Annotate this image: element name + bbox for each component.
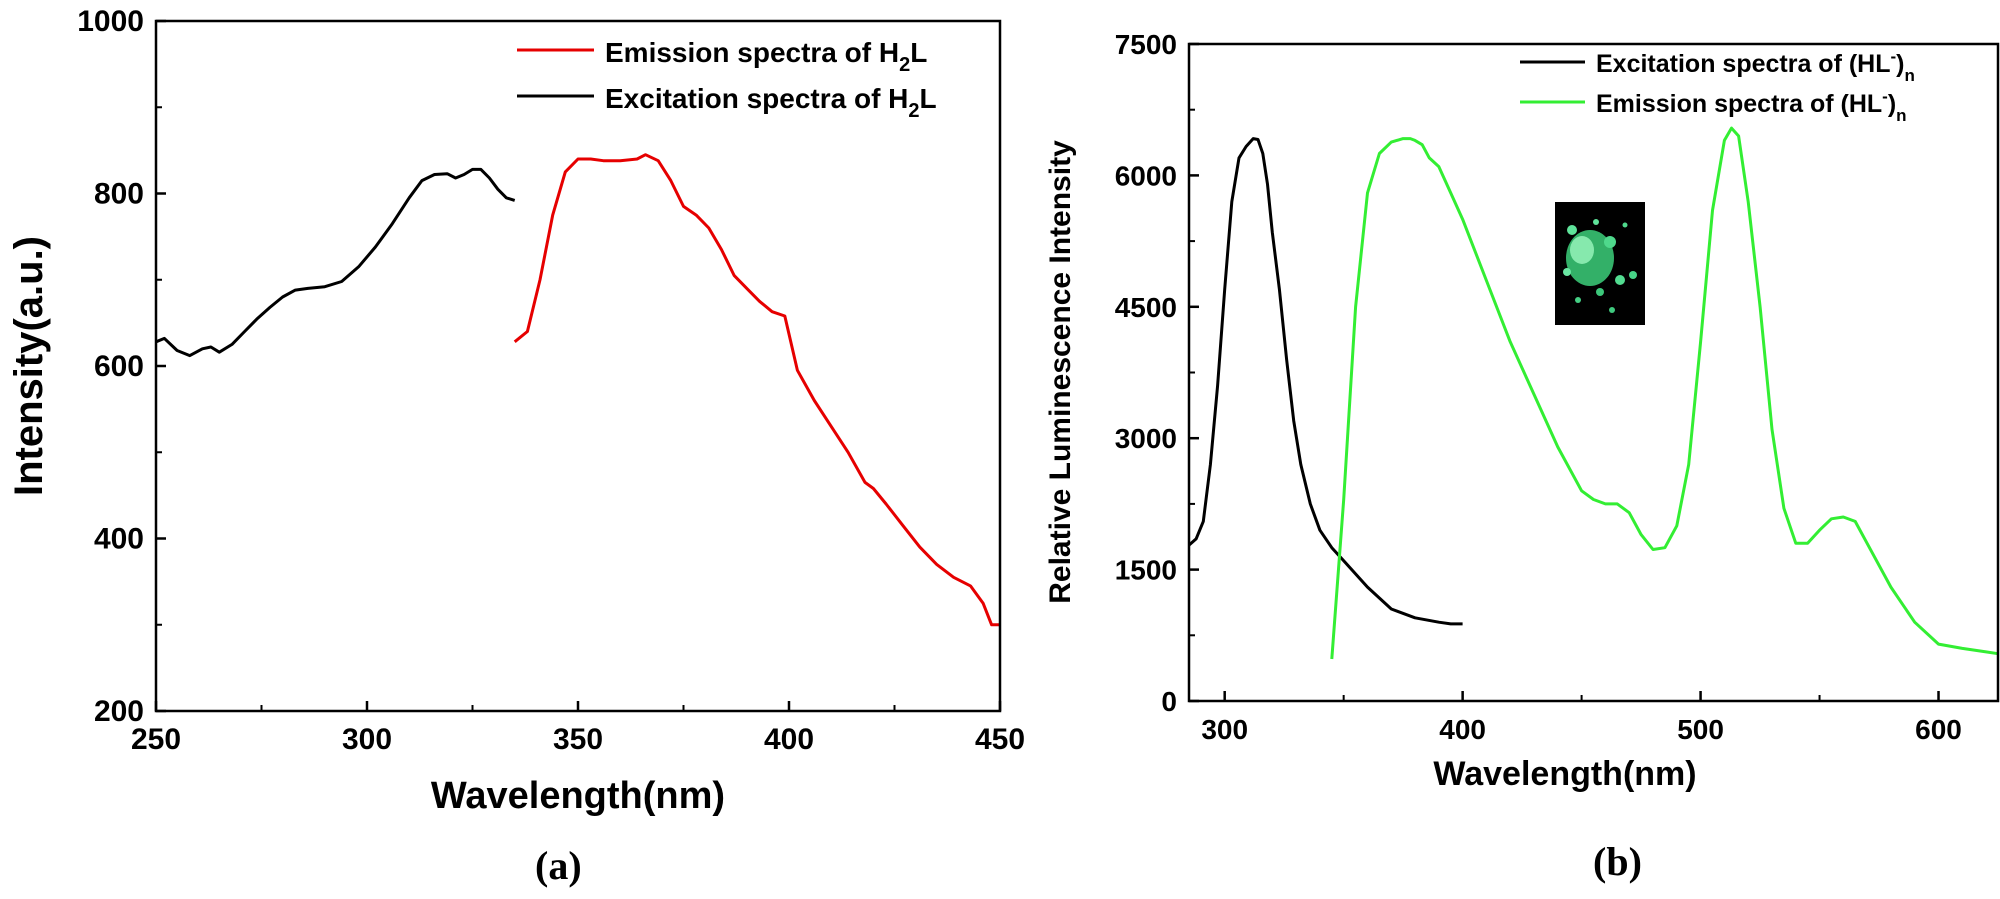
- chart-b-ytick-label: 3000: [1115, 423, 1177, 454]
- chart-a-ytick-label: 800: [94, 178, 144, 211]
- chart-b-legend: Excitation spectra of (HL-)n Emission sp…: [1520, 47, 1915, 125]
- panel-b-caption: (b): [1593, 839, 1642, 884]
- chart-a-ylabel: Intensity(a.u.): [7, 236, 51, 496]
- chart-a-ticks: 250 300 350 400 450 200 400 600 800 1000: [77, 5, 1025, 756]
- chart-a-series-line-1: [155, 167, 516, 358]
- chart-a-xtick-label: 350: [553, 723, 603, 756]
- chart-a-ytick-label: 600: [94, 350, 144, 383]
- chart-a-xtick-label: 250: [131, 723, 181, 756]
- chart-b-series-line-0: [1188, 137, 1463, 626]
- legend-a-emission-label: Emission spectra of H2L: [605, 37, 927, 76]
- chart-b-xlabel: Wavelength(nm): [1433, 755, 1696, 793]
- chart-b-ytick-label: 6000: [1115, 160, 1177, 191]
- chart-b-ytick-label: 4500: [1115, 292, 1177, 323]
- chart-a-xtick-label: 300: [342, 723, 392, 756]
- chart-a-series-group: [155, 153, 1000, 627]
- legend-b-excitation-label: Excitation spectra of (HL-)n: [1596, 47, 1915, 85]
- chart-a-xlabel: Wavelength(nm): [431, 775, 725, 817]
- chart-b-ylabel: Relative Luminescence Intensity: [1044, 140, 1077, 604]
- chart-b-xtick-label: 400: [1439, 714, 1486, 745]
- chart-b-series-line-1: [1330, 126, 1999, 660]
- chart-a-ytick-label: 400: [94, 523, 144, 556]
- legend-a-excitation-label: Excitation spectra of H2L: [605, 83, 937, 122]
- crystal-inset-photo: [1555, 202, 1645, 325]
- chart-b-ytick-label: 1500: [1115, 555, 1177, 586]
- panel-a-caption: (a): [535, 843, 582, 888]
- chart-a: 250 300 350 400 450 200 400 600 800 1000 Waveleng…: [7, 5, 1025, 817]
- chart-a-ytick-label: 200: [94, 695, 144, 728]
- chart-b-plot-frame: [1187, 42, 2000, 703]
- legend-b-emission-label: Emission spectra of (HL-)n: [1596, 87, 1907, 125]
- chart-a-ytick-label: 1000: [77, 5, 144, 38]
- chart-a-xtick-label: 450: [975, 723, 1025, 756]
- chart-b-xtick-label: 300: [1201, 714, 1248, 745]
- chart-b-ytick-label: 7500: [1115, 29, 1177, 60]
- chart-a-legend: Emission spectra of H2L Excitation spect…: [517, 37, 937, 122]
- chart-a-plot-frame: [154, 19, 1002, 713]
- chart-b-xtick-label: 600: [1915, 714, 1962, 745]
- chart-a-xtick-label: 400: [764, 723, 814, 756]
- chart-b-xtick-label: 500: [1677, 714, 1724, 745]
- chart-b-series-group: [1188, 126, 1999, 660]
- chart-a-series-line-0: [513, 153, 1000, 627]
- chart-b-ytick-label: 0: [1161, 686, 1177, 717]
